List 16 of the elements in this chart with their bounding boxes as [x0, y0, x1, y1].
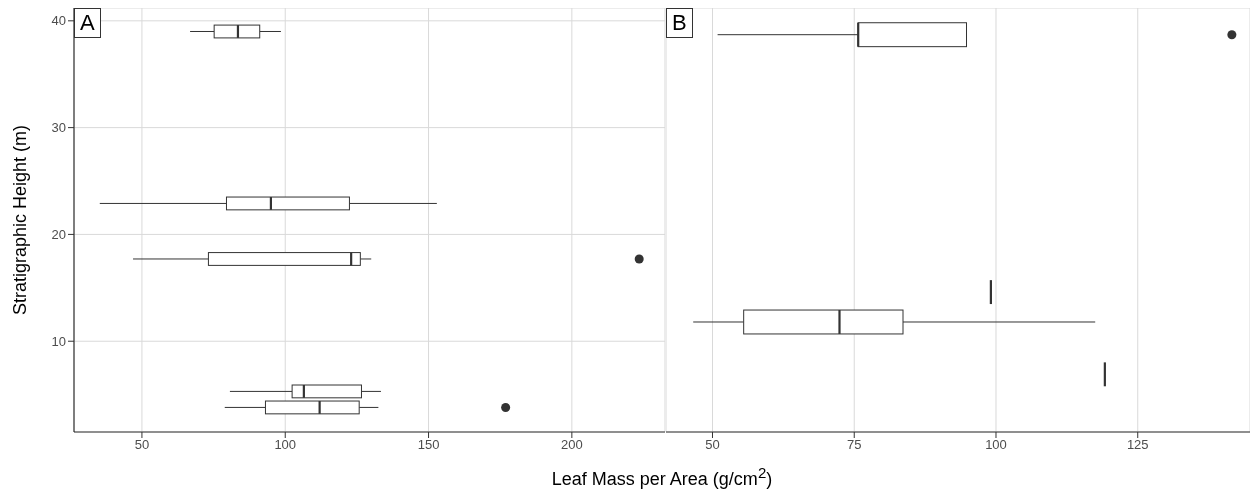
x-tick-label: 75 [847, 437, 862, 453]
y-tick-label: 10 [51, 333, 66, 349]
y-tick-label: 20 [51, 227, 66, 243]
x-tick-label: 100 [985, 437, 1007, 453]
annotation: B [666, 8, 693, 38]
x-tick-label: 125 [1126, 437, 1149, 453]
y-tick-label: 30 [51, 120, 66, 136]
y-axis-title: Stratigraphic Height (m) [10, 124, 31, 316]
x-tick-label: 50 [134, 437, 150, 453]
x-tick-label: 50 [705, 437, 720, 453]
annotation: A [74, 8, 101, 38]
x-tick-label: 200 [561, 437, 583, 453]
y-tick-label: 40 [51, 13, 66, 29]
x-tick-label: 100 [274, 437, 297, 453]
x-tick-label: 150 [417, 437, 440, 453]
x-axis-title: Leaf Mass per Area (g/cm$^{2}$) [550, 464, 774, 490]
